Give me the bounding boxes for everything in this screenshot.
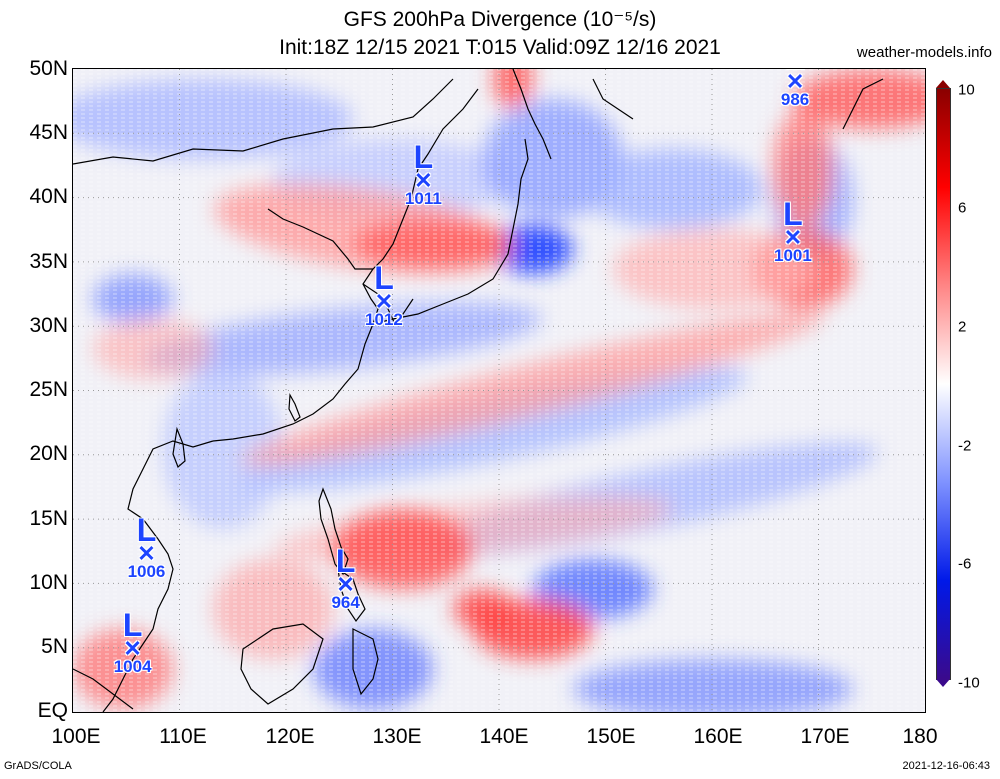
lon-label: 140E xyxy=(479,725,529,748)
lat-label: 50N xyxy=(29,57,68,80)
low-marker-1001: L ✕ 1001 xyxy=(768,195,818,265)
low-pressure-value: 1004 xyxy=(113,657,152,677)
graticule xyxy=(73,69,925,712)
footer-left: GrADS/COLA xyxy=(4,760,72,772)
colorbar-label: -2 xyxy=(958,437,972,455)
low-marker-1006: L ✕ 1006 xyxy=(121,512,171,582)
map-plot: L ✕ 1011 L ✕ 1012 L ✕ 1001 L ✕ 986 L ✕ 1… xyxy=(72,68,926,713)
low-letter: L xyxy=(413,139,434,176)
low-letter: L xyxy=(122,607,143,644)
lon-label: 170E xyxy=(800,725,850,748)
map-subtitle: Init:18Z 12/15 2021 T:015 Valid:09Z 12/1… xyxy=(279,36,721,59)
lat-label: 20N xyxy=(29,442,68,465)
low-pressure-value: 1012 xyxy=(365,310,403,330)
low-center-x-icon: ✕ xyxy=(414,168,433,194)
low-pressure-value: 964 xyxy=(331,592,360,612)
colorbar-max-tip xyxy=(936,80,950,88)
lon-label: 120E xyxy=(265,725,315,748)
low-letter: L xyxy=(136,512,157,549)
lon-label: 110E xyxy=(159,725,207,748)
colorbar-min-tip xyxy=(936,679,950,687)
colorbar-label: 6 xyxy=(958,199,967,217)
lat-label: 25N xyxy=(29,378,68,401)
lat-label: 45N xyxy=(29,121,68,144)
colorbar-label: 10 xyxy=(958,81,975,99)
lat-label: 5N xyxy=(41,635,68,658)
lon-label: 130E xyxy=(372,725,422,748)
low-center-x-icon: ✕ xyxy=(137,541,156,567)
low-center-x-icon: ✕ xyxy=(785,69,805,95)
lon-label: 150E xyxy=(586,725,636,748)
low-marker-1011: L ✕ 1011 xyxy=(398,139,448,209)
low-pressure-value: 1001 xyxy=(774,245,812,265)
lon-label: 180 xyxy=(902,725,938,748)
lon-label: 160E xyxy=(693,725,743,748)
low-marker-986: L ✕ 986 xyxy=(770,69,820,110)
low-pressure-value: 986 xyxy=(780,90,810,110)
low-letter: L xyxy=(783,195,803,232)
lat-label: 10N xyxy=(29,571,68,594)
colorbar-label: 2 xyxy=(958,318,967,336)
low-center-x-icon: ✕ xyxy=(123,636,142,662)
low-letter: L xyxy=(335,542,356,579)
colorbar-label: -6 xyxy=(958,555,972,573)
low-marker-1012: L ✕ 1012 xyxy=(359,260,409,330)
low-marker-1004: L ✕ 1004 xyxy=(108,607,158,677)
lon-label: 100E xyxy=(51,725,101,748)
low-letter: L xyxy=(770,69,820,74)
lat-label: 40N xyxy=(29,185,68,208)
coastlines xyxy=(73,69,884,712)
low-pressure-value: 1011 xyxy=(404,189,442,209)
colorbar xyxy=(936,88,951,680)
footer-right: 2021-12-16-06:43 xyxy=(902,760,990,772)
divergence-field xyxy=(73,69,925,712)
lat-label: EQ xyxy=(37,699,68,722)
map-title: GFS 200hPa Divergence (10⁻⁵/s) xyxy=(343,8,657,31)
credit-text: weather-models.info xyxy=(856,44,992,61)
lat-label: 30N xyxy=(29,314,68,337)
low-letter: L xyxy=(374,260,394,297)
low-marker-964: L ✕ 964 xyxy=(321,542,371,612)
lat-label: 15N xyxy=(29,507,68,530)
low-center-x-icon: ✕ xyxy=(374,289,394,315)
low-center-x-icon: ✕ xyxy=(336,571,355,597)
colorbar-label: -10 xyxy=(958,674,980,692)
low-pressure-value: 1006 xyxy=(127,562,166,582)
low-center-x-icon: ✕ xyxy=(783,224,803,250)
lat-label: 35N xyxy=(29,250,68,273)
